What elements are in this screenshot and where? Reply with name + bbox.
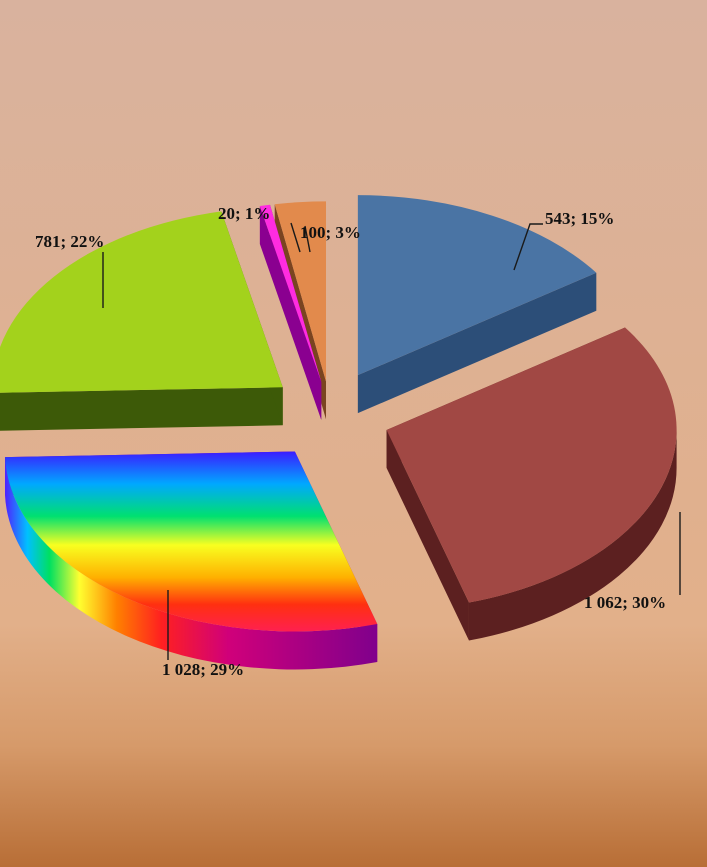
leader-line xyxy=(304,225,311,253)
pie-slice-inner-side xyxy=(357,272,597,414)
pie-slice xyxy=(259,204,322,420)
pie-slice-top xyxy=(386,327,677,603)
leader-line xyxy=(290,222,301,253)
pie-slice-top xyxy=(357,195,597,376)
pie-slice-side xyxy=(468,429,677,641)
data-label: 543; 15% xyxy=(545,209,614,228)
data-label: 1 062; 30% xyxy=(584,593,666,612)
pie-slice-top xyxy=(0,211,283,393)
pie-slice xyxy=(0,211,283,431)
pie-slice xyxy=(357,195,597,414)
data-label: 781; 22% xyxy=(35,232,104,251)
pie-slice-inner-side xyxy=(386,429,469,641)
pie-slice xyxy=(4,451,378,670)
pie-slice-top xyxy=(274,201,327,382)
data-label: 1 028; 29% xyxy=(162,660,244,679)
pie-slice-top xyxy=(259,204,322,382)
leader-line xyxy=(513,223,543,271)
pie-slice-top xyxy=(4,451,378,632)
data-label: 20; 1% xyxy=(218,204,270,223)
data-label: 100; 3% xyxy=(300,223,361,242)
pie-slice-side xyxy=(4,457,378,670)
pie-slice xyxy=(386,327,677,641)
pie-slice-inner-side xyxy=(0,387,283,431)
